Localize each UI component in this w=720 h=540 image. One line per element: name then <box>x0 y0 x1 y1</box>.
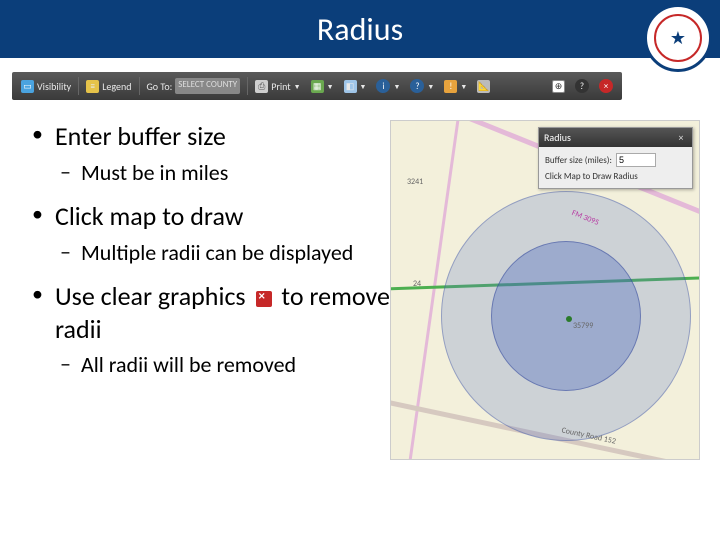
dropdown-icon: ▼ <box>393 82 400 91</box>
map-label: 35799 <box>573 321 593 331</box>
dash-marker: – <box>60 159 71 187</box>
clear-graphics-icon <box>256 291 272 307</box>
map-center-point <box>566 316 572 322</box>
legend-label: Legend <box>102 80 131 93</box>
bullet-list: • Enter buffer size – Must be in miles •… <box>0 120 390 460</box>
grid-icon: ▦ <box>311 80 324 93</box>
target-icon: ⊕ <box>552 80 565 93</box>
toolbar-measure[interactable]: 📐 <box>474 75 493 97</box>
help-icon: ? <box>410 79 424 93</box>
bullet-2: • Click map to draw <box>32 200 390 233</box>
buffer-size-label: Buffer size (miles): <box>545 155 612 166</box>
seal-star-icon: ★ <box>670 27 686 49</box>
print-icon: ⎙ <box>255 80 268 93</box>
dropdown-icon: ▼ <box>427 82 434 91</box>
bullet-3-text: Use clear graphics to remove radii <box>55 280 390 345</box>
info-icon: i <box>376 79 390 93</box>
buffer-size-input[interactable] <box>616 153 656 167</box>
bullet-3-sub: – All radii will be removed <box>60 351 390 379</box>
bullet-marker: • <box>32 200 43 233</box>
legend-icon: ≡ <box>86 80 99 93</box>
toolbar-goto[interactable]: Go To: SELECT COUNTY <box>144 75 244 97</box>
bullet-2-sub-text: Multiple radii can be displayed <box>81 239 353 267</box>
bullet-marker: • <box>32 120 43 153</box>
bullet-3-sub-text: All radii will be removed <box>81 351 296 379</box>
toolbar-separator <box>78 77 79 95</box>
measure-icon: 📐 <box>477 80 490 93</box>
radius-panel: Radius × Buffer size (miles): Click Map … <box>538 127 693 189</box>
dash-marker: – <box>60 351 71 379</box>
toolbar-grid[interactable]: ▦ ▼ <box>308 75 337 97</box>
bullet-2-text: Click map to draw <box>55 200 243 233</box>
dropdown-icon: ▼ <box>327 82 334 91</box>
toolbar-separator <box>139 77 140 95</box>
layer-icon: ◧ <box>344 80 357 93</box>
bullet-1-text: Enter buffer size <box>55 120 226 153</box>
title-bar: Radius ★ <box>0 0 720 58</box>
toolbar-help[interactable]: ? ▼ <box>407 75 437 97</box>
map[interactable]: 3241 24 FM 3095 35799 County Road 152 Ra… <box>390 120 700 460</box>
dropdown-icon: ▼ <box>360 82 367 91</box>
county-seal: ★ <box>644 4 712 72</box>
bullet-marker: • <box>32 280 43 345</box>
map-label: 3241 <box>407 177 423 187</box>
map-toolbar: ▭ Visibility ≡ Legend Go To: SELECT COUN… <box>12 72 622 100</box>
toolbar-separator <box>247 77 248 95</box>
clear-icon: × <box>599 79 613 93</box>
toolbar-visibility[interactable]: ▭ Visibility <box>18 75 74 97</box>
toolbar-tool[interactable]: ◧ ▼ <box>341 75 370 97</box>
alert-icon: ! <box>444 80 457 93</box>
close-icon[interactable]: × <box>675 132 687 144</box>
goto-label: Go To: <box>147 80 173 93</box>
slide-title: Radius <box>317 10 403 49</box>
radius-panel-header: Radius × <box>539 128 692 147</box>
toolbar-legend[interactable]: ≡ Legend <box>83 75 134 97</box>
toolbar-print[interactable]: ⎙ Print ▼ <box>252 75 303 97</box>
visibility-label: Visibility <box>37 80 71 93</box>
dash-marker: – <box>60 239 71 267</box>
radius-panel-title: Radius <box>544 131 571 144</box>
seal-ring: ★ <box>654 14 702 62</box>
toolbar-alert[interactable]: ! ▼ <box>441 75 470 97</box>
toolbar-clear[interactable]: × <box>596 75 616 97</box>
map-wrap: 3241 24 FM 3095 35799 County Road 152 Ra… <box>390 120 720 460</box>
bullet-3: • Use clear graphics to remove radii <box>32 280 390 345</box>
bullet-1-sub-text: Must be in miles <box>81 159 228 187</box>
content-row: • Enter buffer size – Must be in miles •… <box>0 120 720 460</box>
question-icon: ? <box>575 79 589 93</box>
toolbar-target[interactable]: ⊕ <box>549 75 568 97</box>
dropdown-icon: ▼ <box>294 82 301 91</box>
radius-instruction: Click Map to Draw Radius <box>545 171 686 182</box>
toolbar-question[interactable]: ? <box>572 75 592 97</box>
bullet-3-pre: Use clear graphics <box>55 280 246 312</box>
radius-panel-body: Buffer size (miles): Click Map to Draw R… <box>539 147 692 188</box>
visibility-icon: ▭ <box>21 80 34 93</box>
print-label: Print <box>271 80 290 93</box>
bullet-1-sub: – Must be in miles <box>60 159 390 187</box>
bullet-2-sub: – Multiple radii can be displayed <box>60 239 390 267</box>
goto-select[interactable]: SELECT COUNTY <box>175 78 240 94</box>
bullet-1: • Enter buffer size <box>32 120 390 153</box>
map-label: 24 <box>413 279 421 289</box>
dropdown-icon: ▼ <box>460 82 467 91</box>
toolbar-info[interactable]: i ▼ <box>373 75 403 97</box>
